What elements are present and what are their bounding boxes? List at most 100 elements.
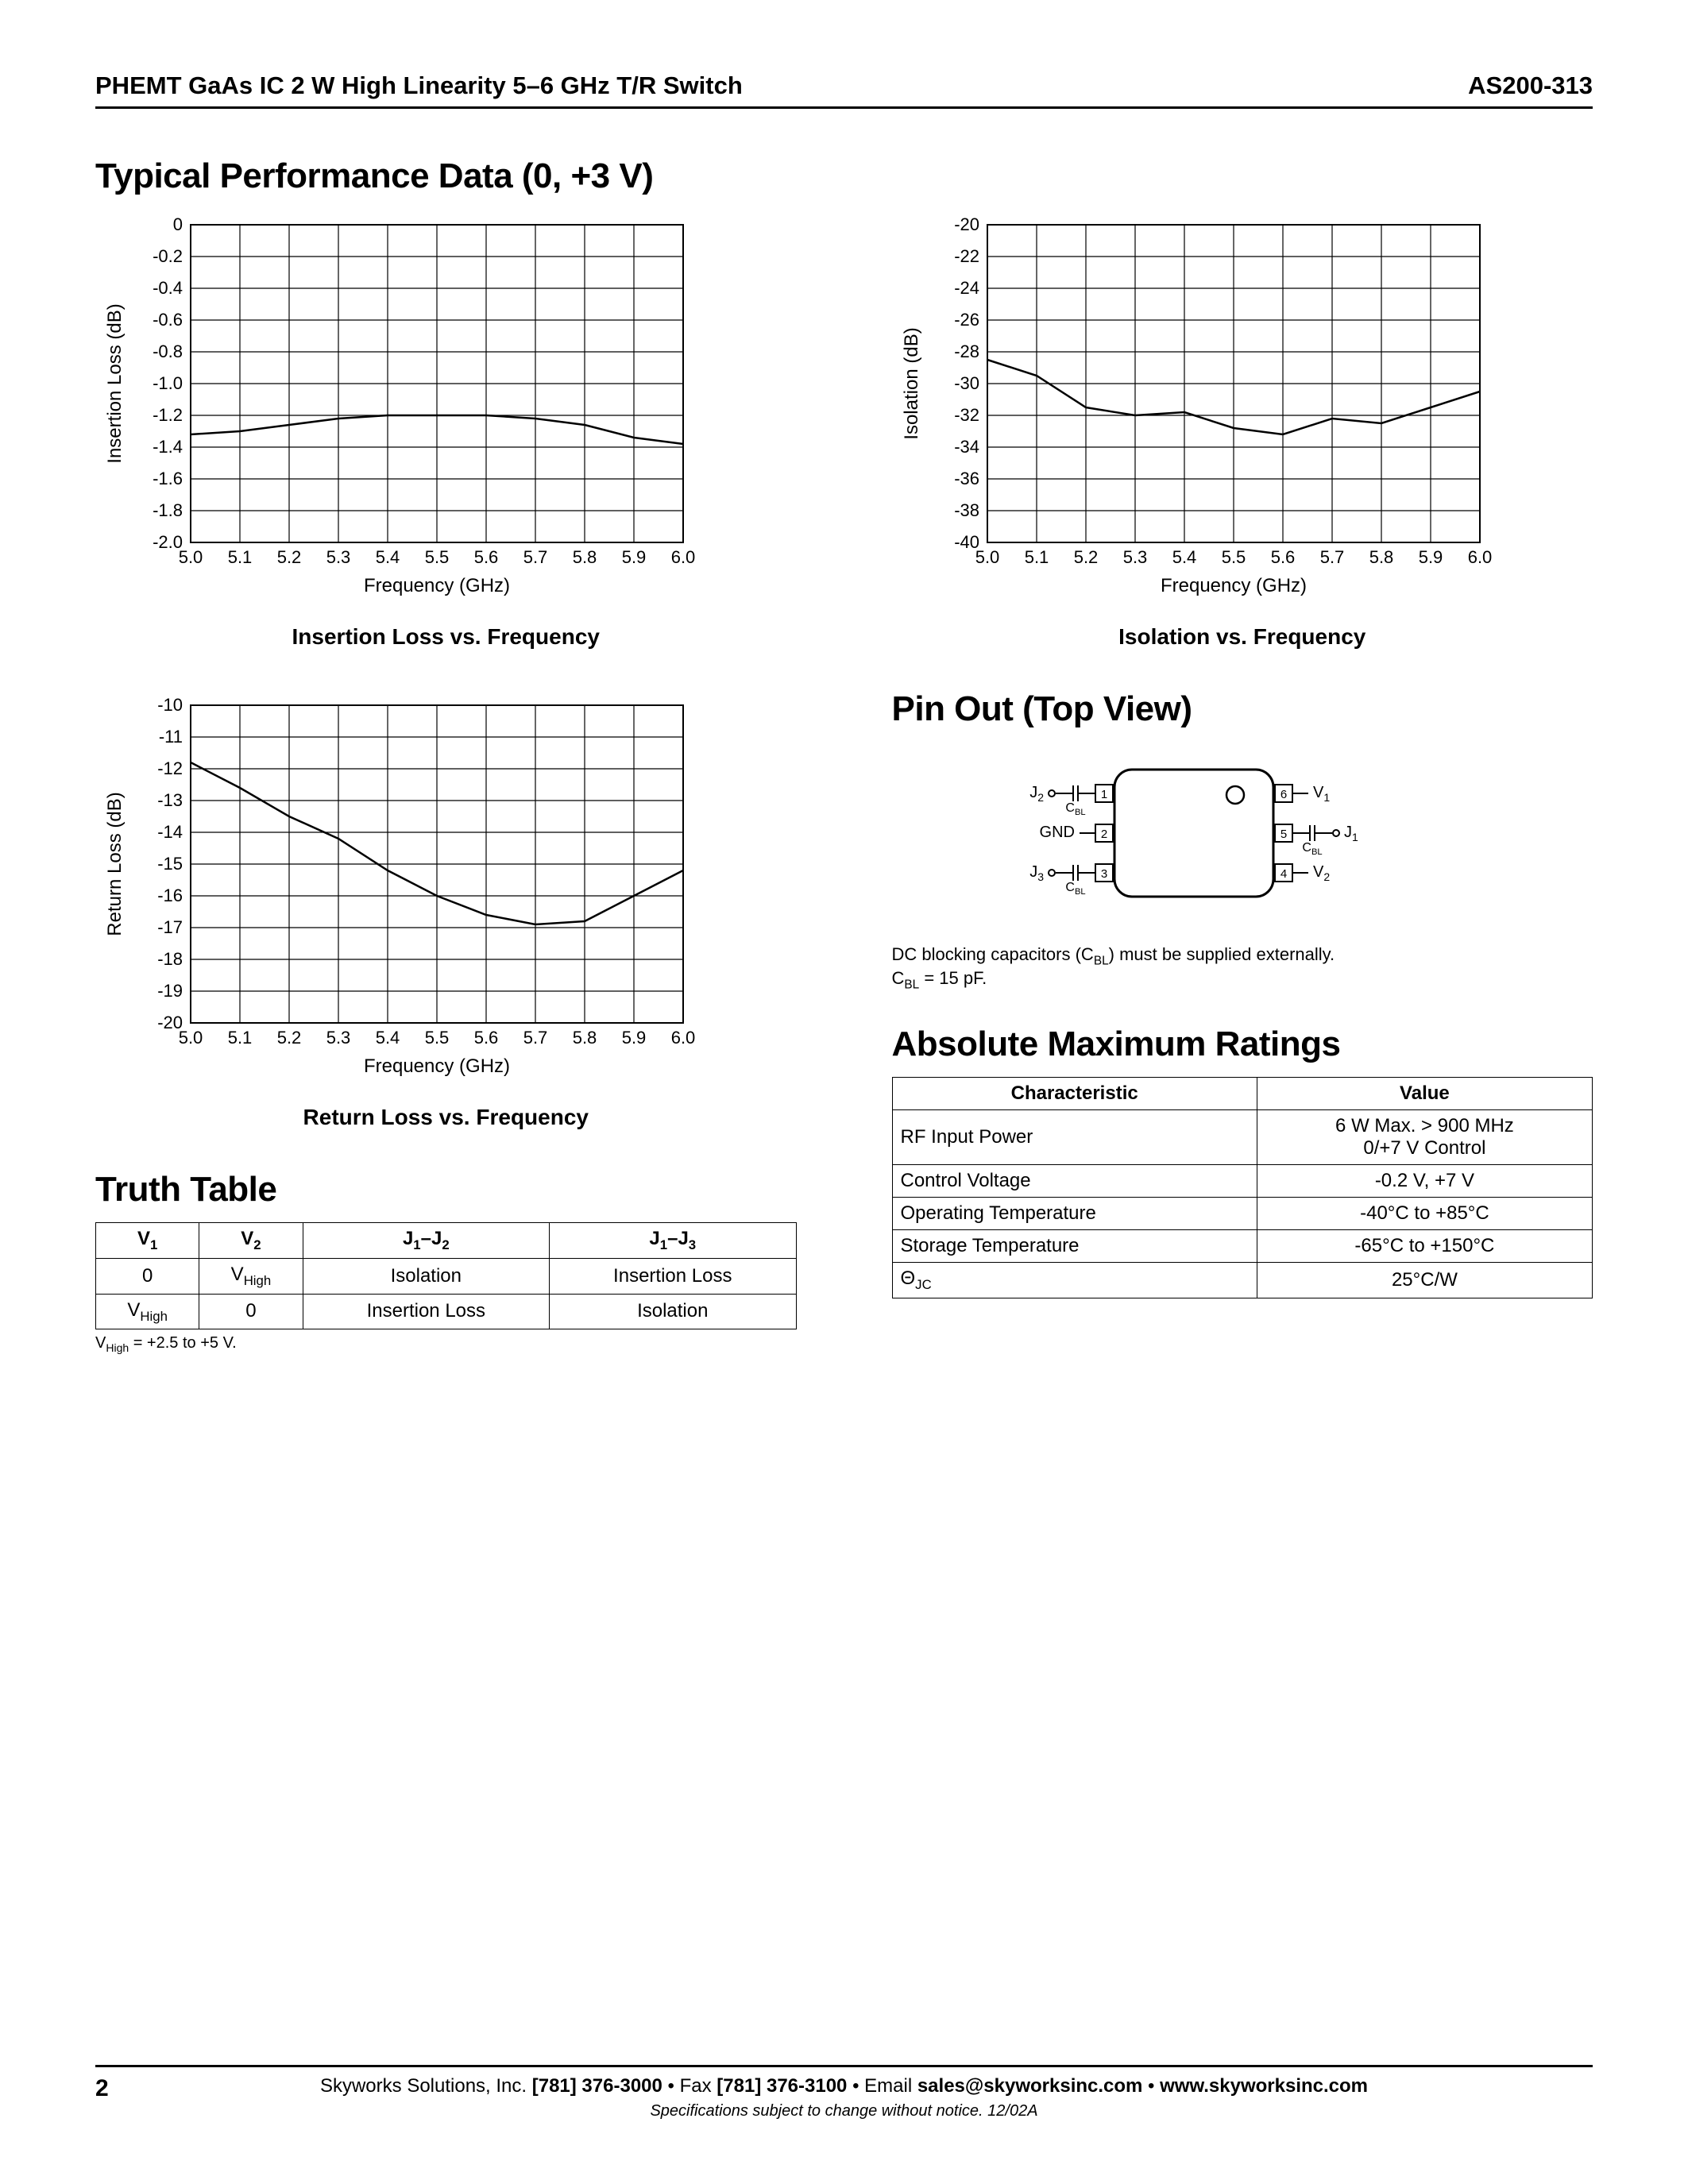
svg-text:-0.6: -0.6: [153, 310, 183, 330]
svg-text:4: 4: [1280, 867, 1286, 881]
svg-text:-12: -12: [157, 758, 183, 778]
svg-text:-0.2: -0.2: [153, 246, 183, 266]
svg-text:-38: -38: [954, 500, 979, 520]
section-title-perfdata: Typical Performance Data (0, +3 V): [95, 156, 1593, 196]
pinout-note: DC blocking capacitors (CBL) must be sup…: [892, 944, 1593, 993]
svg-text:2: 2: [1100, 828, 1107, 841]
svg-text:3: 3: [1100, 867, 1107, 881]
section-title-ratings: Absolute Maximum Ratings: [892, 1024, 1593, 1064]
header-title: PHEMT GaAs IC 2 W High Linearity 5–6 GHz…: [95, 71, 743, 100]
svg-text:5.6: 5.6: [474, 1028, 499, 1048]
svg-text:-11: -11: [159, 727, 183, 747]
chart-return-loss: 5.05.15.25.35.45.55.65.75.85.96.0-10-11-…: [95, 689, 797, 1130]
svg-text:5.1: 5.1: [228, 547, 253, 567]
svg-text:5.3: 5.3: [326, 1028, 351, 1048]
svg-text:-34: -34: [954, 437, 979, 457]
svg-text:5.3: 5.3: [1122, 547, 1147, 567]
svg-text:5.8: 5.8: [573, 1028, 597, 1048]
svg-text:-13: -13: [157, 790, 183, 810]
svg-text:Return Loss (dB): Return Loss (dB): [104, 792, 126, 936]
svg-text:1: 1: [1100, 788, 1107, 801]
chart2-caption: Isolation vs. Frequency: [892, 624, 1593, 650]
chart3-svg: 5.05.15.25.35.45.55.65.75.85.96.0-10-11-…: [95, 689, 699, 1086]
svg-text:-20: -20: [157, 1013, 183, 1032]
svg-text:-1.2: -1.2: [153, 405, 183, 425]
page-number: 2: [95, 2075, 109, 2102]
page-header: PHEMT GaAs IC 2 W High Linearity 5–6 GHz…: [95, 71, 1593, 109]
footer-line1: Skyworks Solutions, Inc. [781] 376-3000 …: [95, 2075, 1593, 2097]
svg-text:5.2: 5.2: [1073, 547, 1098, 567]
svg-text:5.3: 5.3: [326, 547, 351, 567]
chart2-svg: 5.05.15.25.35.45.55.65.75.85.96.0-20-22-…: [892, 209, 1496, 606]
svg-text:5.9: 5.9: [1418, 547, 1443, 567]
svg-text:5.5: 5.5: [1221, 547, 1246, 567]
svg-text:6.0: 6.0: [671, 547, 696, 567]
svg-text:-26: -26: [954, 310, 979, 330]
header-partnum: AS200-313: [1468, 71, 1593, 100]
svg-text:-0.4: -0.4: [153, 278, 183, 298]
svg-text:-24: -24: [954, 278, 979, 298]
svg-text:5.2: 5.2: [277, 1028, 302, 1048]
svg-text:-1.6: -1.6: [153, 469, 183, 488]
svg-text:-20: -20: [954, 214, 979, 234]
svg-text:5.2: 5.2: [277, 547, 302, 567]
svg-text:-2.0: -2.0: [153, 532, 183, 552]
svg-text:5.9: 5.9: [622, 547, 647, 567]
truth-table: V1V2J1–J2J1–J30VHighIsolationInsertion L…: [95, 1222, 797, 1329]
svg-text:5.1: 5.1: [1024, 547, 1049, 567]
svg-text:-17: -17: [157, 917, 183, 937]
svg-text:0: 0: [173, 214, 183, 234]
svg-text:5.6: 5.6: [1270, 547, 1295, 567]
svg-text:5: 5: [1280, 828, 1286, 841]
svg-text:-15: -15: [157, 854, 183, 874]
svg-text:6.0: 6.0: [1467, 547, 1492, 567]
svg-text:5.8: 5.8: [573, 547, 597, 567]
pinout-diagram: 1CBLJ22GND3CBLJ36V15CBLJ14V2: [892, 742, 1496, 924]
svg-text:Frequency (GHz): Frequency (GHz): [364, 575, 510, 596]
svg-text:Isolation (dB): Isolation (dB): [901, 327, 922, 439]
footer-line2: Specifications subject to change without…: [95, 2102, 1593, 2120]
svg-text:Frequency (GHz): Frequency (GHz): [1160, 575, 1306, 596]
ratings-table: CharacteristicValueRF Input Power6 W Max…: [892, 1077, 1593, 1298]
svg-text:-32: -32: [954, 405, 979, 425]
svg-text:-19: -19: [157, 981, 183, 1001]
svg-text:-30: -30: [954, 373, 979, 393]
svg-text:-22: -22: [954, 246, 979, 266]
svg-text:5.7: 5.7: [1319, 547, 1344, 567]
svg-text:5.9: 5.9: [622, 1028, 647, 1048]
section-title-pinout: Pin Out (Top View): [892, 689, 1593, 729]
svg-text:-28: -28: [954, 341, 979, 361]
svg-text:5.1: 5.1: [228, 1028, 253, 1048]
svg-text:5.5: 5.5: [425, 1028, 450, 1048]
svg-text:-16: -16: [157, 886, 183, 905]
svg-text:5.7: 5.7: [523, 1028, 548, 1048]
svg-text:-40: -40: [954, 532, 979, 552]
svg-text:5.7: 5.7: [523, 547, 548, 567]
svg-text:-18: -18: [157, 949, 183, 969]
svg-text:-10: -10: [157, 695, 183, 715]
svg-text:-1.8: -1.8: [153, 500, 183, 520]
svg-text:-1.0: -1.0: [153, 373, 183, 393]
section-title-truth: Truth Table: [95, 1170, 797, 1210]
svg-text:-14: -14: [157, 822, 183, 842]
svg-text:-36: -36: [954, 469, 979, 488]
svg-text:5.4: 5.4: [376, 547, 400, 567]
chart3-caption: Return Loss vs. Frequency: [95, 1105, 797, 1130]
svg-text:5.4: 5.4: [1172, 547, 1196, 567]
svg-text:6: 6: [1280, 788, 1286, 801]
chart-isolation: 5.05.15.25.35.45.55.65.75.85.96.0-20-22-…: [892, 209, 1593, 650]
svg-text:Frequency (GHz): Frequency (GHz): [364, 1055, 510, 1077]
truth-table-note: VHigh = +2.5 to +5 V.: [95, 1334, 797, 1354]
chart-insertion-loss: 5.05.15.25.35.45.55.65.75.85.96.00-0.2-0…: [95, 209, 797, 650]
svg-text:-1.4: -1.4: [153, 437, 183, 457]
svg-text:5.6: 5.6: [474, 547, 499, 567]
chart1-svg: 5.05.15.25.35.45.55.65.75.85.96.00-0.2-0…: [95, 209, 699, 606]
svg-text:5.5: 5.5: [425, 547, 450, 567]
svg-text:Insertion Loss (dB): Insertion Loss (dB): [104, 303, 126, 463]
svg-text:-0.8: -0.8: [153, 341, 183, 361]
svg-text:6.0: 6.0: [671, 1028, 696, 1048]
svg-text:5.4: 5.4: [376, 1028, 400, 1048]
page-footer: 2 Skyworks Solutions, Inc. [781] 376-300…: [95, 2065, 1593, 2120]
chart1-caption: Insertion Loss vs. Frequency: [95, 624, 797, 650]
svg-text:5.8: 5.8: [1369, 547, 1393, 567]
